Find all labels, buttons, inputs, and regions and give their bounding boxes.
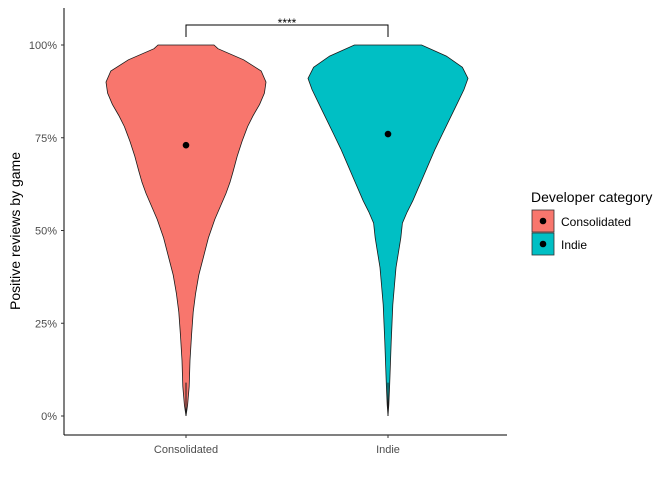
y-tick-label: 50%: [35, 226, 57, 238]
legend-key-dot-indie: [539, 240, 547, 248]
legend-key-dot-consolidated: [539, 217, 547, 225]
legend-label-consolidated: Consolidated: [561, 215, 631, 229]
violin-consolidated: [105, 44, 267, 417]
legend-item-indie: Indie: [531, 232, 587, 256]
legend-label-indie: Indie: [561, 238, 587, 252]
plot-area: [105, 44, 469, 417]
x-axis-ticks: Consolidated Indie: [154, 435, 400, 456]
significance-bracket: ****: [185, 16, 389, 37]
significance-bracket-line: [185, 24, 389, 37]
x-tick-label: Consolidated: [154, 444, 218, 456]
legend: Developer category Consolidated Indie: [531, 189, 652, 256]
y-axis-ticks: 0% 25% 50% 75% 100%: [29, 40, 64, 423]
y-axis-title: Positive reviews by game: [7, 152, 23, 310]
x-tick-label: Indie: [376, 444, 400, 456]
violin-indie: [307, 44, 469, 417]
y-tick-label: 25%: [35, 318, 57, 330]
y-tick-label: 100%: [29, 40, 57, 52]
y-tick-label: 75%: [35, 133, 57, 145]
mean-point-consolidated: [182, 141, 190, 149]
legend-title: Developer category: [531, 189, 652, 205]
significance-label: ****: [278, 16, 297, 30]
y-tick-label: 0%: [41, 411, 57, 423]
mean-point-indie: [384, 130, 392, 138]
legend-item-consolidated: Consolidated: [531, 209, 631, 233]
